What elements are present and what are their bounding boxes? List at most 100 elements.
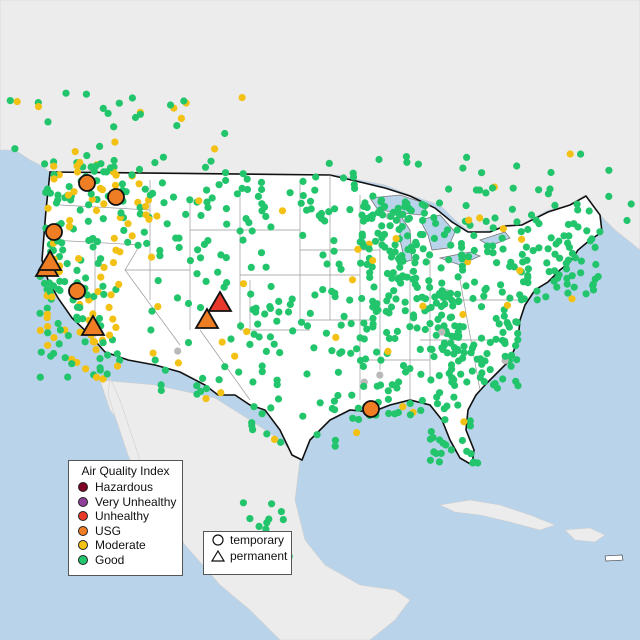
monitor-dot xyxy=(388,381,396,389)
monitor-dot xyxy=(182,210,190,218)
good-swatch xyxy=(78,554,88,565)
monitor-dot xyxy=(470,246,478,254)
monitor-dot xyxy=(34,103,43,111)
monitor-dot xyxy=(141,185,149,193)
monitor-dot xyxy=(518,250,526,259)
monitor-dot xyxy=(349,173,358,181)
monitor-dot xyxy=(44,341,52,349)
monitor-dot xyxy=(142,202,150,210)
monitor-dot xyxy=(110,156,118,165)
monitor-dot xyxy=(74,316,82,324)
legend-item-good: Good xyxy=(69,553,182,568)
monitor-dot xyxy=(99,339,107,347)
monitor-dot xyxy=(448,332,456,340)
monitor-dot xyxy=(470,231,478,240)
monitor-dot xyxy=(435,458,443,466)
monitor-dot xyxy=(197,211,205,220)
monitor-dot xyxy=(92,346,100,354)
monitor-dot xyxy=(254,192,262,200)
monitor-dot xyxy=(175,243,183,252)
monitor-dot xyxy=(50,334,58,342)
monitor-dot xyxy=(466,417,474,425)
monitor-dot xyxy=(477,334,486,342)
monitor-dot xyxy=(355,415,363,424)
monitor-dot xyxy=(346,296,354,304)
monitor-dot xyxy=(214,268,222,276)
monitor-dot xyxy=(382,307,390,316)
monitor-dot xyxy=(498,288,506,296)
monitor-dot xyxy=(277,508,285,516)
monitor-dot xyxy=(44,323,52,331)
monitor-dot xyxy=(458,255,466,263)
monitor-dot xyxy=(392,216,400,224)
monitor-dot xyxy=(104,109,112,117)
monitor-dot xyxy=(591,275,599,283)
monitor-dot xyxy=(243,328,251,336)
monitor-dot xyxy=(217,251,225,259)
legend-label: Very Unhealthy xyxy=(95,494,177,509)
monitor-dot xyxy=(258,410,266,418)
monitor-dot xyxy=(128,232,136,240)
monitor-dot xyxy=(239,280,248,288)
monitor-dot xyxy=(545,268,553,276)
monitor-dot xyxy=(447,241,455,249)
monitor-dot xyxy=(513,356,521,364)
monitor-dot xyxy=(484,248,492,256)
monitor-dot xyxy=(118,180,126,188)
monitor-dot xyxy=(430,214,438,222)
monitor-dot xyxy=(11,145,19,153)
monitor-dot xyxy=(233,190,241,198)
monitor-dot xyxy=(376,206,384,214)
monitor-dot xyxy=(75,255,83,263)
usg-permanent-marker xyxy=(37,249,63,271)
monitor-dot xyxy=(454,333,462,341)
monitor-dot xyxy=(353,345,361,353)
monitor-dot xyxy=(76,206,84,214)
monitor-dot xyxy=(306,197,315,205)
monitor-dot xyxy=(488,184,497,192)
monitor-dot xyxy=(570,283,578,291)
monitor-dot xyxy=(466,422,474,430)
monitor-dot xyxy=(48,293,56,301)
monitor-dot xyxy=(270,340,278,348)
monitor-dot xyxy=(82,90,90,98)
monitor-dot xyxy=(103,370,111,378)
monitor-dot xyxy=(565,243,574,251)
monitor-dot xyxy=(239,170,247,178)
monitor-dot xyxy=(359,362,367,371)
monitor-dot xyxy=(438,311,446,319)
monitor-dot xyxy=(447,339,455,347)
monitor-dot xyxy=(405,214,413,222)
monitor-dot xyxy=(158,179,166,187)
monitor-dot xyxy=(36,309,44,317)
monitor-dot xyxy=(338,348,346,356)
monitor-dot xyxy=(203,186,211,194)
monitor-dot xyxy=(247,263,255,271)
monitor-dot xyxy=(453,226,461,234)
monitor-dot xyxy=(483,242,491,250)
monitor-dot xyxy=(383,328,391,337)
monitor-dot xyxy=(92,373,101,381)
monitor-dot xyxy=(470,278,479,286)
monitor-dot xyxy=(438,279,446,287)
monitor-dot xyxy=(223,279,231,287)
monitor-dot xyxy=(104,351,112,359)
monitor-dot xyxy=(457,370,465,378)
monitor-dot xyxy=(566,150,574,158)
monitor-dot xyxy=(356,356,365,365)
monitor-dot xyxy=(499,328,507,336)
monitor-dot xyxy=(297,318,306,326)
large-markers xyxy=(34,174,380,418)
monitor-dot xyxy=(250,403,258,411)
monitor-dot xyxy=(6,97,14,105)
monitor-dot xyxy=(163,220,171,228)
monitor-dot xyxy=(90,292,98,301)
monitor-dot xyxy=(360,319,368,327)
monitor-dot xyxy=(246,515,254,523)
monitor-dot xyxy=(89,310,97,318)
monitor-dot xyxy=(519,258,527,266)
monitor-dot xyxy=(193,390,201,398)
monitor-dot xyxy=(319,251,327,259)
monitor-dot xyxy=(267,223,275,231)
monitor-dot xyxy=(55,340,63,348)
